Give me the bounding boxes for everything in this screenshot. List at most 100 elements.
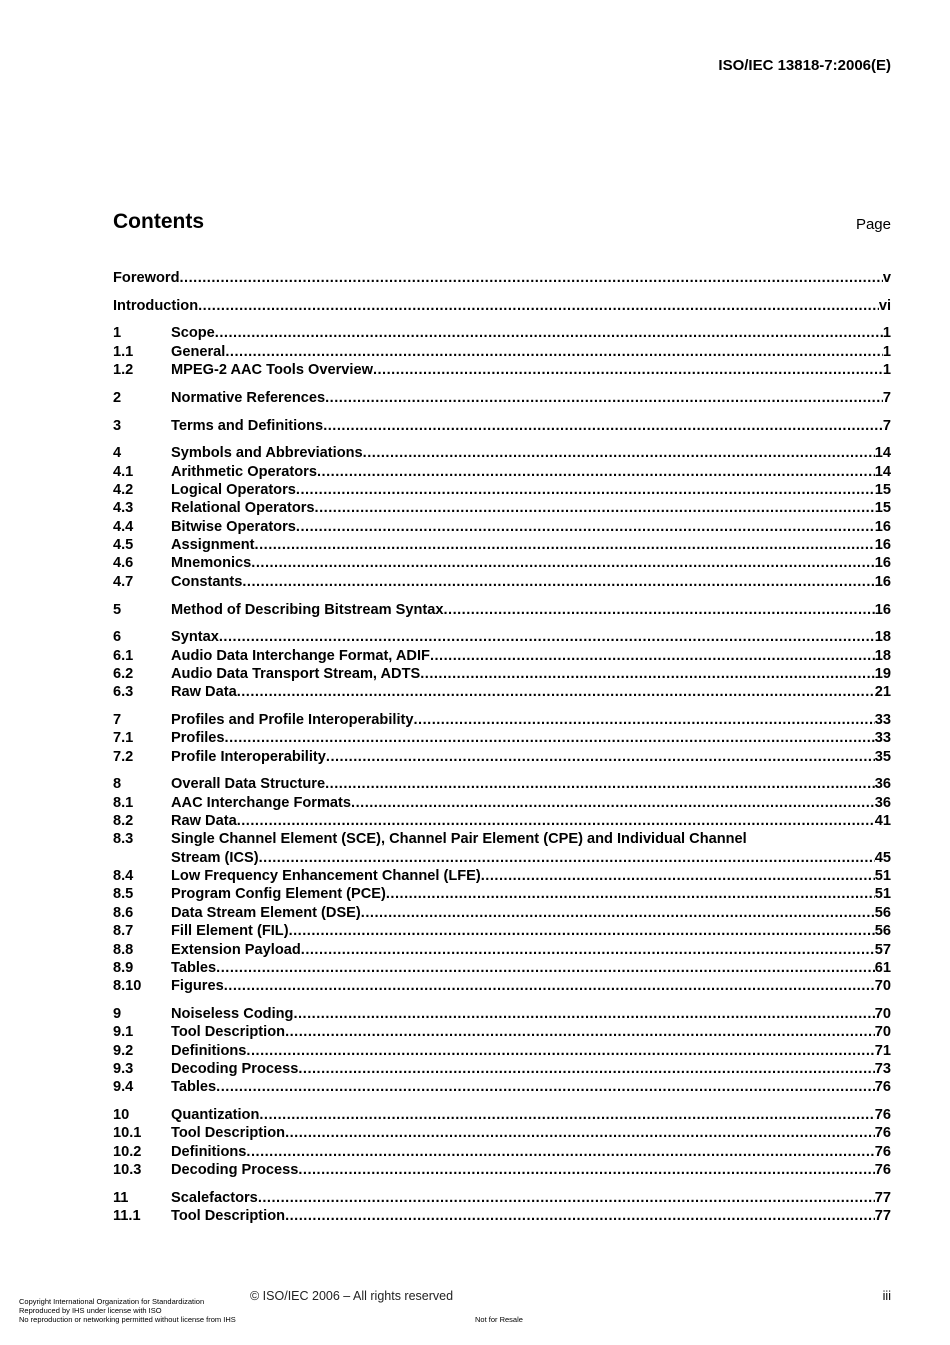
toc-entry-page: 70 <box>874 1005 891 1022</box>
dot-leader <box>481 867 875 885</box>
toc-entry[interactable]: 8.3 Single Channel Element (SCE), Channel… <box>113 830 891 848</box>
toc-entry-title: Tool Description <box>171 1024 286 1041</box>
toc-entry-number: 8.9 <box>113 959 134 976</box>
toc-entry[interactable]: 6.2 Audio Data Transport Stream, ADTS 19 <box>113 665 891 683</box>
toc-entry-title: Scalefactors <box>171 1189 258 1206</box>
toc-entry-title-wrap: Tool Description <box>171 1207 875 1225</box>
toc-entry-title-wrap: Decoding Process <box>171 1161 875 1179</box>
toc-entry[interactable]: 4.2 Logical Operators 15 <box>113 481 891 499</box>
toc-entry-number: 4.6 <box>113 555 134 572</box>
dot-leader <box>251 554 874 572</box>
toc-entry[interactable]: 10.1 Tool Description 76 <box>113 1124 891 1142</box>
toc-group: 9 Noiseless Coding 70 9.1 Tool Description 70… <box>113 1005 891 1097</box>
dot-leader <box>198 297 879 315</box>
toc-entry[interactable]: 4.1 Arithmetic Operators 14 <box>113 463 891 481</box>
toc-entry[interactable]: 8.8 Extension Payload 57 <box>113 941 891 959</box>
toc-entry[interactable]: 9.2 Definitions 71 <box>113 1042 891 1060</box>
dot-leader <box>443 601 874 619</box>
toc-entry[interactable]: 7 Profiles and Profile Interoperability 33 <box>113 711 891 729</box>
dot-leader <box>219 628 875 646</box>
toc-entry[interactable]: 9.3 Decoding Process 73 <box>113 1060 891 1078</box>
toc-entry-title-wrap: Method of Describing Bitstream Syntax <box>171 601 875 619</box>
toc-entry-number: 4.2 <box>113 482 134 499</box>
toc-entry-page: 77 <box>874 1208 891 1225</box>
dot-leader <box>293 1005 874 1023</box>
toc-entry[interactable]: 3 Terms and Definitions 7 <box>113 417 891 435</box>
toc-entry-title-wrap: Profile Interoperability <box>171 748 875 766</box>
toc-entry[interactable]: 10 Quantization 76 <box>113 1106 891 1124</box>
toc-entry-number: 4.4 <box>113 518 134 535</box>
toc-entry-page: 18 <box>874 647 891 664</box>
toc-entry-page: 51 <box>874 868 891 885</box>
toc-entry[interactable]: 1.1 General 1 <box>113 343 891 361</box>
toc-entry[interactable]: 8.2 Raw Data 41 <box>113 812 891 830</box>
toc-entry[interactable]: 6.3 Raw Data 21 <box>113 683 891 701</box>
toc-group: 6 Syntax 18 6.1 Audio Data Interchange Form… <box>113 628 891 701</box>
toc-entry[interactable]: 2 Normative References 7 <box>113 389 891 407</box>
toc-entry-page: 77 <box>874 1189 891 1206</box>
toc-entry-number: 8.10 <box>113 978 142 995</box>
toc-entry-page: 61 <box>874 959 891 976</box>
toc-entry-page: 73 <box>874 1060 891 1077</box>
toc-entry[interactable]: Foreword v <box>113 269 891 287</box>
toc-entry[interactable]: 9 Noiseless Coding 70 <box>113 1005 891 1023</box>
toc-entry[interactable]: 4.3 Relational Operators 15 <box>113 499 891 517</box>
toc-entry[interactable]: 8.4 Low Frequency Enhancement Channel (LF… <box>113 867 891 885</box>
toc-entry[interactable]: 10.2 Definitions 76 <box>113 1143 891 1161</box>
toc-entry-page: 76 <box>874 1079 891 1096</box>
toc-entry[interactable]: 10.3 Decoding Process 76 <box>113 1161 891 1179</box>
toc-entry[interactable]: 7.1 Profiles 33 <box>113 729 891 747</box>
toc-entry-title-wrap: Constants <box>171 573 875 591</box>
toc-entry-number: 9.3 <box>113 1060 134 1077</box>
toc-entry[interactable]: 8.10 Figures 70 <box>113 977 891 995</box>
toc-entry-title-wrap: Foreword <box>113 269 883 287</box>
toc-group: 11 Scalefactors 77 11.1 Tool Description 77 <box>113 1189 891 1226</box>
toc-entry[interactable]: 6.1 Audio Data Interchange Format, ADIF 18 <box>113 647 891 665</box>
toc-entry-title: Method of Describing Bitstream Syntax <box>171 601 444 618</box>
toc-entry[interactable]: 8.7 Fill Element (FIL) 56 <box>113 922 891 940</box>
toc-entry[interactable]: 8.1 AAC Interchange Formats 36 <box>113 794 891 812</box>
toc-entry[interactable]: 4.5 Assignment 16 <box>113 536 891 554</box>
toc-entry[interactable]: 9.1 Tool Description 70 <box>113 1023 891 1041</box>
toc-entry[interactable]: 9.4 Tables 76 <box>113 1078 891 1096</box>
toc-entry[interactable]: 1.2 MPEG-2 AAC Tools Overview 1 <box>113 361 891 379</box>
toc-entry[interactable]: 8.9 Tables 61 <box>113 959 891 977</box>
toc-entry[interactable]: 8.6 Data Stream Element (DSE) 56 <box>113 904 891 922</box>
toc-entry-page: 16 <box>874 537 891 554</box>
dot-leader <box>246 1143 874 1161</box>
toc-entry[interactable]: 4.6 Mnemonics 16 <box>113 554 891 572</box>
toc-entry-title: Program Config Element (PCE) <box>171 886 386 903</box>
toc-entry[interactable]: 5 Method of Describing Bitstream Syntax 1… <box>113 601 891 619</box>
toc-entry[interactable]: 7.2 Profile Interoperability 35 <box>113 748 891 766</box>
toc-entry-page: 41 <box>874 813 891 830</box>
toc-entry-page: 70 <box>874 978 891 995</box>
toc-entry-title-wrap: Arithmetic Operators <box>171 463 875 481</box>
toc-entry[interactable]: 6 Syntax 18 <box>113 628 891 646</box>
dot-leader <box>285 1207 875 1225</box>
toc-entry[interactable]: 11 Scalefactors 77 <box>113 1189 891 1207</box>
toc-entry-title: Tool Description <box>171 1208 286 1225</box>
dot-leader <box>386 885 875 903</box>
dot-leader <box>225 729 875 747</box>
toc-entry[interactable]: 11.1 Tool Description 77 <box>113 1207 891 1225</box>
toc-entry-title: Single Channel Element (SCE), Channel Pa… <box>171 831 747 848</box>
toc-entry[interactable]: 8 Overall Data Structure 36 <box>113 775 891 793</box>
toc-entry[interactable]: Introduction vi <box>113 297 891 315</box>
toc-entry-title: Profiles and Profile Interoperability <box>171 712 414 728</box>
toc-entry[interactable]: 8.5 Program Config Element (PCE) 51 <box>113 885 891 903</box>
toc-entry[interactable]: 1 Scope 1 <box>113 324 891 342</box>
toc-entry-page: 1 <box>882 362 891 379</box>
toc-entry-page: 18 <box>874 629 891 646</box>
toc-entry-number: 1.1 <box>113 343 134 360</box>
toc-entry-number: 4.1 <box>113 463 134 480</box>
toc-entry[interactable]: 4 Symbols and Abbreviations 14 <box>113 444 891 462</box>
toc-entry[interactable]: 4.4 Bitwise Operators 16 <box>113 518 891 536</box>
toc-entry-continuation[interactable]: Stream (ICS) 45 <box>113 849 891 867</box>
license-line: No reproduction or networking permitted … <box>19 1315 236 1324</box>
toc-entry-title-wrap: Audio Data Interchange Format, ADIF <box>171 647 875 665</box>
toc-entry[interactable]: 4.7 Constants 16 <box>113 573 891 591</box>
toc-entry-title: Data Stream Element (DSE) <box>171 904 361 921</box>
standard-header: ISO/IEC 13818-7:2006(E) <box>718 57 891 74</box>
